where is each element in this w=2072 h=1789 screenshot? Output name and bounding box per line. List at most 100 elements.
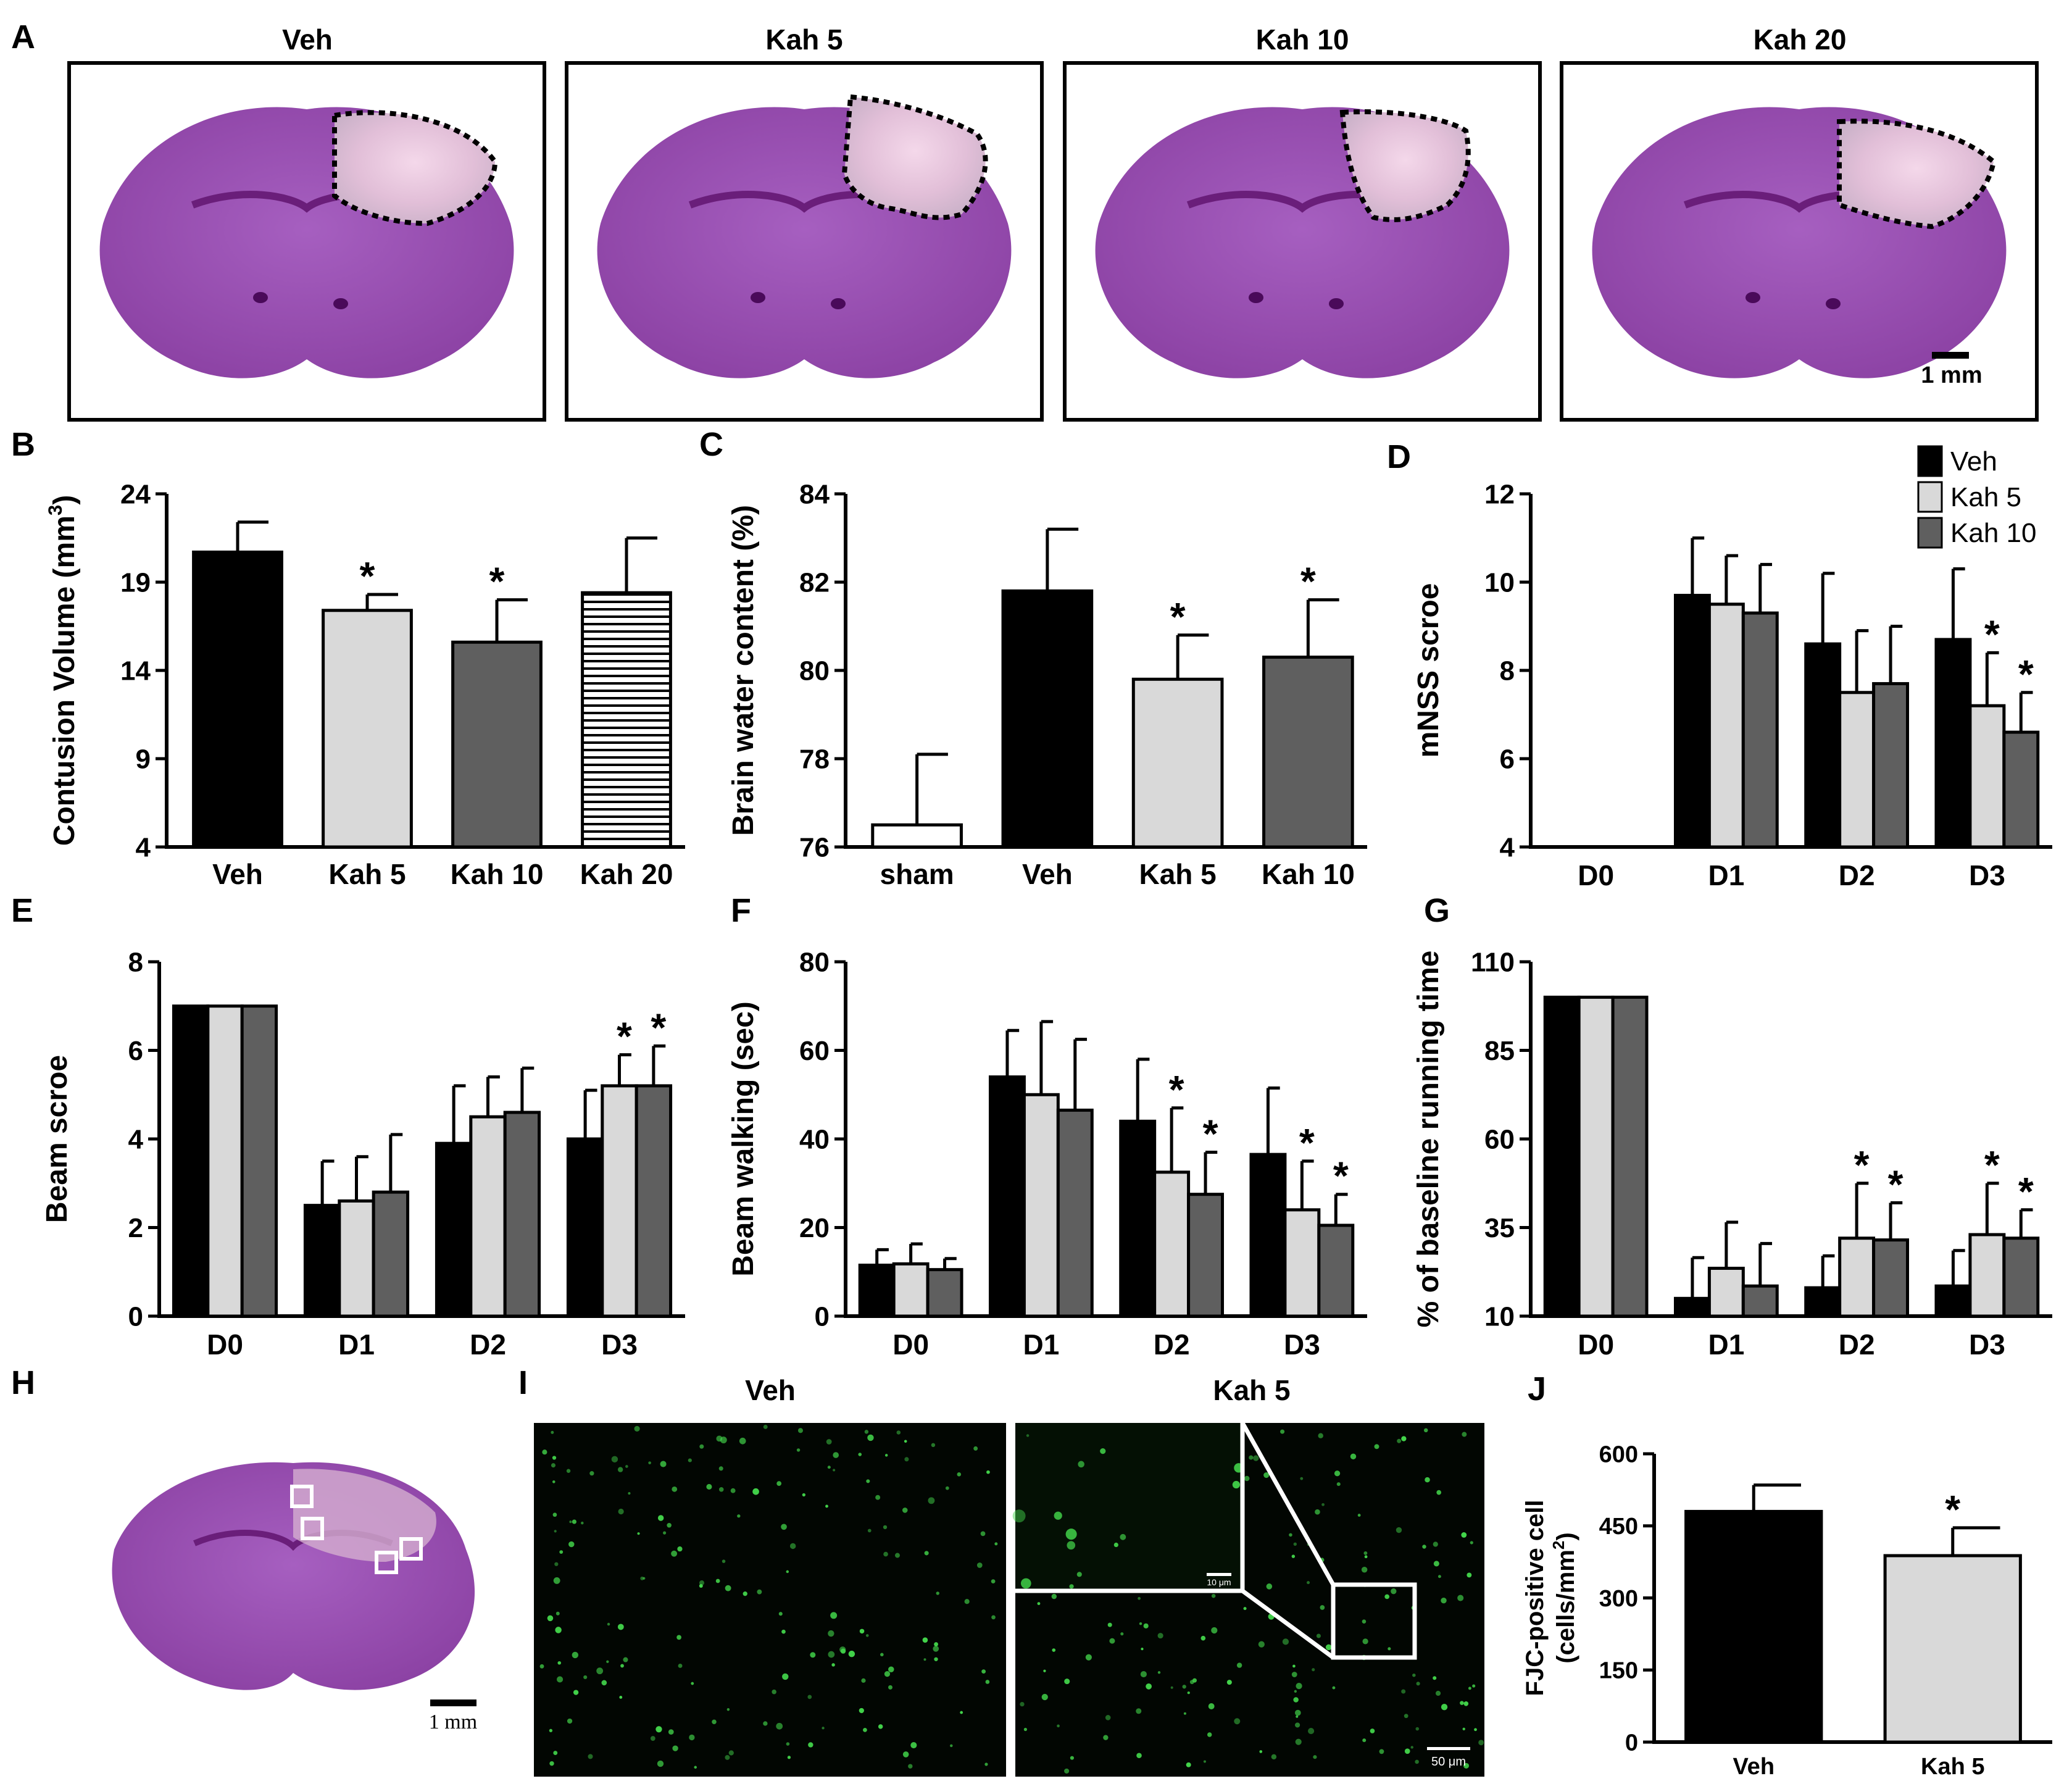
bar-d3-kah5 [601, 1084, 638, 1318]
fjc-cell [1236, 1662, 1242, 1668]
x-tick-label: D2 [470, 1328, 506, 1361]
fjc-cell [1410, 1746, 1413, 1749]
bar-d2-veh [435, 1141, 473, 1318]
fjc-cell [980, 1531, 986, 1537]
fjc-cell [1208, 1703, 1215, 1709]
fjc-cell [984, 1762, 988, 1766]
fjc-cell [655, 1726, 662, 1733]
fjc-cell [781, 1524, 787, 1530]
fjc-cell [1384, 1594, 1390, 1599]
roi-box [375, 1551, 398, 1574]
fjc-cell [718, 1487, 724, 1492]
fjc-cell [778, 1612, 783, 1616]
brain-section-kah10 [1063, 61, 1542, 422]
bar-d3-kah10-significance-star: * [2018, 652, 2034, 696]
fjc-cell [694, 1766, 697, 1769]
bar-veh [192, 550, 283, 849]
fjc-cell [1295, 1738, 1302, 1745]
fjc-cell [808, 1742, 813, 1748]
panel-a-title-kah10: Kah 10 [1256, 23, 1349, 56]
fjc-cell [1316, 1633, 1321, 1638]
fjc-cell [712, 1719, 717, 1725]
x-tick-label: Kah 10 [451, 858, 544, 890]
fjc-cell [867, 1434, 874, 1441]
fjc-cell [668, 1729, 674, 1735]
fjc-cell [567, 1718, 573, 1724]
fjc-cell [1182, 1685, 1186, 1689]
fjc-cell [1043, 1669, 1046, 1672]
fjc-cell [757, 1589, 762, 1595]
fjc-cell [1187, 1691, 1190, 1695]
zoom-line [1240, 1422, 1336, 1586]
bar-d2-kah5-significance-star: * [1169, 1067, 1184, 1112]
fjc-cell [1404, 1748, 1410, 1754]
y-tick-label: 80 [799, 656, 830, 686]
bar-d3-kah5 [1968, 1233, 2006, 1318]
fjc-cell [1051, 1593, 1057, 1599]
fjc-cell [549, 1729, 553, 1732]
y-tick-label: 76 [799, 832, 830, 862]
fjc-cell [934, 1657, 938, 1661]
y-tick-label: 14 [120, 656, 151, 686]
fjc-cell [776, 1722, 783, 1730]
fjc-cell [1076, 1572, 1082, 1577]
fjc-cell [1433, 1676, 1437, 1680]
zoom-line [1241, 1589, 1335, 1659]
fjc-cell [827, 1466, 831, 1469]
fjc-cell [960, 1711, 963, 1714]
x-tick-label: D0 [1578, 1328, 1614, 1361]
fjc-cell [1289, 1533, 1292, 1537]
fjc-cell [596, 1667, 604, 1675]
bar-kah10-significance-star: * [1300, 559, 1316, 604]
fjc-cell [875, 1495, 881, 1500]
fjc-cell [628, 1492, 631, 1495]
y-tick-label: 150 [1599, 1658, 1638, 1684]
bar-veh [1684, 1509, 1823, 1744]
fjc-cell [623, 1657, 628, 1662]
inset-scale-bar [1207, 1573, 1231, 1576]
fjc-cell [1321, 1503, 1325, 1506]
bar-d0-veh [1543, 995, 1581, 1318]
legend-label-veh: Veh [1950, 446, 1997, 477]
fjc-cell [910, 1741, 917, 1749]
fjc-cell [752, 1488, 759, 1495]
panel-a-title-kah20: Kah 20 [1754, 23, 1847, 56]
fjc-cell [1078, 1461, 1084, 1468]
chart-g: 10 35 60 85 110 % of baseline running time D0 D… [1412, 947, 2052, 1361]
y-axis-label: Brain water content (%) [727, 505, 760, 836]
fjc-cell [557, 1661, 562, 1665]
bar-d3-kah5-significance-star: * [1984, 612, 2000, 656]
fjc-cell [830, 1612, 838, 1619]
fjc-cell [888, 1685, 892, 1690]
fjc-cell [1037, 1602, 1041, 1606]
fjc-cell [1291, 1554, 1296, 1558]
fjc-cell [1318, 1433, 1323, 1438]
bar-d1-kah10 [1741, 1284, 1779, 1318]
fjc-cell [763, 1721, 768, 1726]
y-axis-label: Beam scroe [41, 1055, 73, 1223]
y-tick-label: 60 [1484, 1124, 1515, 1154]
x-tick-label: D3 [1969, 859, 2005, 891]
fjc-cells-kah5 [1020, 1428, 1484, 1774]
y-tick-label: 10 [1484, 567, 1515, 598]
scale-label-i: 50 μm [1431, 1755, 1466, 1769]
fjc-cell [1085, 1654, 1092, 1661]
bar-d0-veh [858, 1263, 896, 1318]
fjc-cell [1259, 1750, 1263, 1753]
y-tick-label: 6 [128, 1036, 143, 1066]
bar-d2-kah10 [1872, 1238, 1910, 1318]
fjc-cell [691, 1682, 694, 1685]
fjc-cell [743, 1591, 747, 1596]
fjc-cell [1103, 1735, 1109, 1740]
fjc-cell [904, 1457, 909, 1462]
y-tick-label: 4 [136, 832, 151, 862]
y-axis-label-end: ) [48, 495, 81, 505]
scale-bar-a [1932, 352, 1969, 359]
fjc-cell [796, 1448, 801, 1452]
fjc-cell [922, 1637, 928, 1643]
fjc-cell [539, 1664, 544, 1669]
bar-d1-kah5 [338, 1199, 375, 1318]
fjc-cell [552, 1512, 557, 1517]
fjc-cell [1113, 1542, 1118, 1548]
bar-d3-kah10 [1317, 1224, 1355, 1318]
